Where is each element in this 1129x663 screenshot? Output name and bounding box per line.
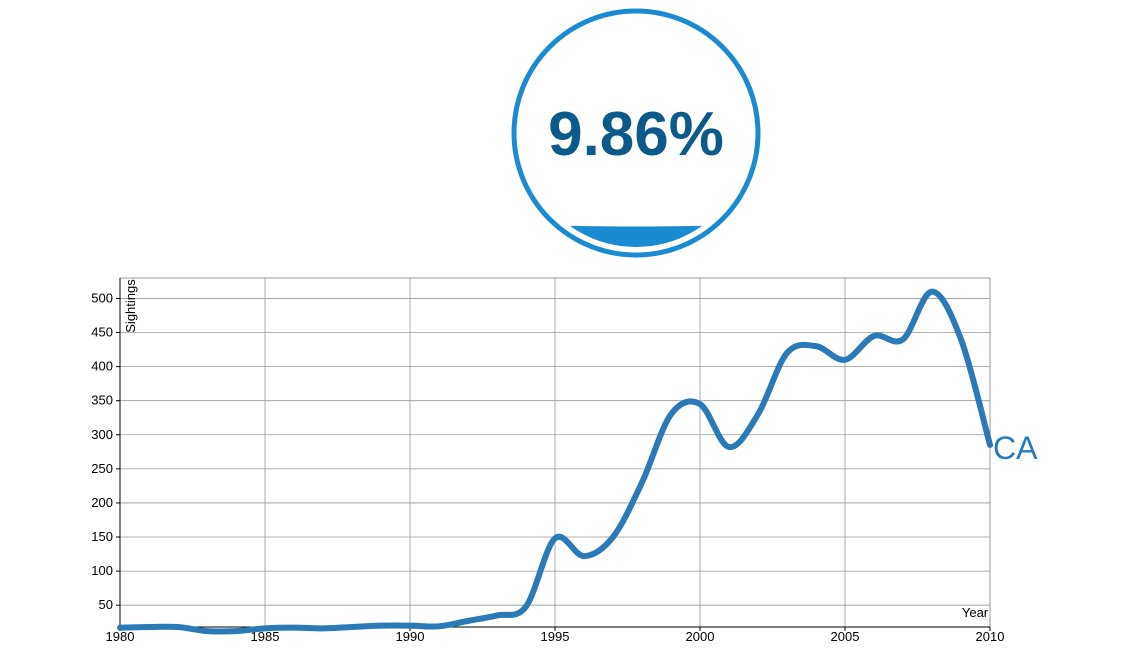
x-tick-label: 2000 <box>686 629 715 644</box>
x-tick-label: 1985 <box>251 629 280 644</box>
y-tick-label: 200 <box>91 495 113 510</box>
x-tick-label: 2005 <box>831 629 860 644</box>
y-tick-label: 300 <box>91 427 113 442</box>
series-line <box>117 288 993 635</box>
y-tick-label: 50 <box>99 597 113 612</box>
y-axis: 50 100 150 200 250 300 350 400 450 500 <box>91 278 121 627</box>
y-tick-label: 450 <box>91 325 113 340</box>
x-tick-label: 2010 <box>976 629 1005 644</box>
x-tick-label: 1990 <box>396 629 425 644</box>
y-axis-title: Sightings <box>123 279 138 333</box>
y-tick-label: 400 <box>91 359 113 374</box>
y-tick-label: 250 <box>91 461 113 476</box>
percentage-gauge: 9.86% <box>511 8 761 258</box>
y-tick-label: 150 <box>91 529 113 544</box>
y-tick-label: 100 <box>91 563 113 578</box>
gauge-ring <box>511 8 761 258</box>
series-label: CA <box>993 430 1038 466</box>
y-tick-label: 500 <box>91 290 113 305</box>
y-tick-label: 350 <box>91 393 113 408</box>
chart-grid <box>119 277 991 628</box>
x-axis-title: Year <box>962 605 989 620</box>
x-tick-label: 1995 <box>541 629 570 644</box>
x-tick-label: 1980 <box>106 629 135 644</box>
gauge-value: 9.86% <box>548 100 724 169</box>
series-layer: CA <box>117 288 1038 635</box>
